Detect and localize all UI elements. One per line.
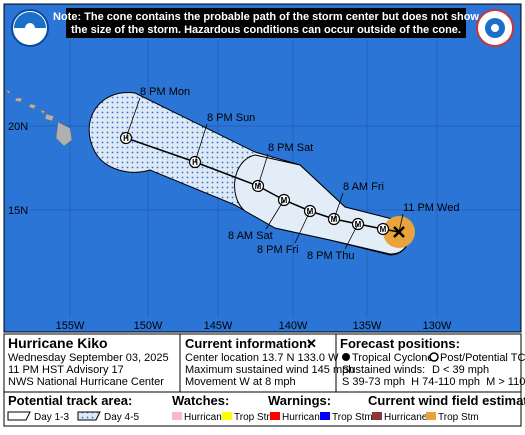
leader-line bbox=[257, 153, 269, 187]
lat-label: 20N bbox=[8, 121, 28, 133]
leader-line bbox=[194, 123, 208, 163]
swatch bbox=[7, 411, 31, 421]
hawaii bbox=[5, 89, 73, 147]
current-title: Current information: bbox=[185, 336, 311, 351]
leader-line bbox=[333, 192, 344, 220]
lon-label: 150W bbox=[134, 320, 163, 332]
leader-line bbox=[294, 210, 311, 244]
swatch bbox=[172, 412, 182, 420]
ptc-symbol bbox=[429, 352, 439, 362]
center: NWS National Hurricane Center bbox=[8, 376, 164, 388]
swatch bbox=[270, 412, 280, 420]
current-line: Maximum sustained wind 145 mph bbox=[185, 364, 354, 376]
advisory: 11 PM HST Advisory 17 bbox=[8, 364, 124, 376]
legend-label: Hurricane bbox=[184, 412, 228, 423]
track-label: 8 PM Thu bbox=[307, 250, 355, 262]
track-point-label: M bbox=[281, 196, 288, 205]
current-line: Movement W at 8 mph bbox=[185, 376, 296, 388]
swatch bbox=[372, 412, 382, 420]
track-label: 8 PM Sat bbox=[268, 142, 313, 154]
leader-line bbox=[344, 223, 359, 250]
lat-label: 15N bbox=[8, 205, 28, 217]
track-point-label: H bbox=[123, 134, 129, 143]
track-point-label: H bbox=[192, 158, 198, 167]
leader-line bbox=[265, 199, 285, 230]
lon-label: 130W bbox=[423, 320, 452, 332]
track-point-label: M bbox=[380, 225, 387, 234]
note-box bbox=[66, 8, 466, 38]
legend-title: Current wind field estimate: bbox=[368, 393, 525, 408]
legend-label: Trop Stm bbox=[332, 412, 373, 423]
track-label: 8 PM Fri bbox=[257, 244, 299, 256]
winds-d: D < 39 mph bbox=[432, 364, 489, 376]
storm-name: Hurricane Kiko bbox=[8, 335, 108, 351]
swatch bbox=[77, 411, 101, 421]
legend-title: Warnings: bbox=[268, 393, 331, 408]
note-line: the size of the storm. Hazardous conditi… bbox=[71, 24, 461, 36]
track-point-label: M bbox=[255, 182, 262, 191]
legend-label: Trop Stm bbox=[438, 412, 479, 423]
current-line: Center location 13.7 N 133.0 W bbox=[185, 352, 339, 364]
swatch bbox=[426, 412, 436, 420]
swatch bbox=[222, 412, 232, 420]
nws-logo bbox=[476, 9, 514, 47]
legend-title: Watches: bbox=[172, 393, 229, 408]
note-line: Note: The cone contains the probable pat… bbox=[53, 11, 479, 23]
track-label: 11 PM Wed bbox=[403, 202, 459, 214]
ptc-label: Post/Potential TC bbox=[440, 352, 525, 364]
lon-label: 155W bbox=[56, 320, 85, 332]
noaa-logo bbox=[11, 9, 49, 47]
legend-label: Day 4-5 bbox=[104, 412, 139, 423]
lon-label: 140W bbox=[279, 320, 308, 332]
swatch bbox=[320, 412, 330, 420]
legend-title: Potential track area: bbox=[8, 393, 132, 408]
winds-categories: S 39-73 mph H 74-110 mph M > 110 mph bbox=[342, 376, 525, 388]
legend-label: Day 1-3 bbox=[34, 412, 69, 423]
track-point bbox=[376, 222, 390, 236]
lon-label: 145W bbox=[204, 320, 233, 332]
winds-title: Sustained winds: bbox=[342, 364, 425, 376]
forecast-title: Forecast positions: bbox=[340, 336, 460, 351]
lon-label: 135W bbox=[353, 320, 382, 332]
tc-label: Tropical Cyclone bbox=[352, 352, 434, 364]
track-point-label: M bbox=[331, 215, 338, 224]
track-label: 8 PM Sun bbox=[207, 112, 255, 124]
legend-label: Hurricane bbox=[282, 412, 326, 423]
storm-date: Wednesday September 03, 2025 bbox=[8, 352, 169, 364]
legend-label: Hurricane bbox=[384, 412, 428, 423]
track-label: 8 AM Sat bbox=[228, 230, 273, 242]
legend-label: Trop Stm bbox=[234, 412, 275, 423]
track-label: 8 PM Mon bbox=[140, 86, 190, 98]
current-symbol: ✕ bbox=[306, 336, 317, 351]
leader-line bbox=[398, 213, 404, 233]
leader-line bbox=[125, 97, 141, 139]
track-label: 8 AM Fri bbox=[343, 181, 384, 193]
tc-symbol bbox=[342, 353, 350, 361]
